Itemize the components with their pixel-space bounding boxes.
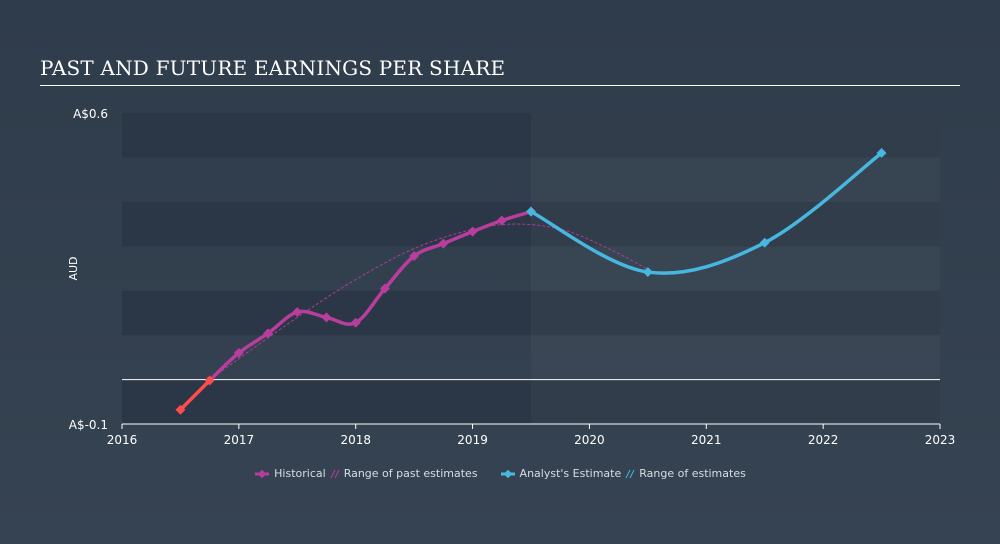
legend-future-range-swatch: [625, 469, 635, 478]
historical-point: [379, 283, 390, 294]
legend-historical[interactable]: Historical Range of past estimates: [254, 467, 478, 480]
historical-point: [438, 238, 449, 249]
plot-band: [122, 290, 940, 336]
legend-past-range-swatch: [330, 469, 340, 478]
historical-point: [350, 317, 361, 328]
y-tick-label: A$-0.1: [69, 418, 108, 432]
legend-historical-swatch: [255, 469, 270, 478]
x-tick-label: 2023: [925, 433, 956, 447]
chart-legend: Historical Range of past estimates Analy…: [0, 467, 1000, 480]
legend-future-range-label: Range of estimates: [639, 467, 746, 480]
y-axis-label: AUD: [67, 256, 80, 280]
x-tick-label: 2020: [574, 433, 605, 447]
plot-band: [122, 379, 940, 424]
historical-point: [292, 307, 303, 317]
historical-point: [233, 347, 244, 358]
legend-analyst[interactable]: Analyst's Estimate Range of estimates: [500, 467, 746, 480]
analyst-estimate-point: [876, 148, 887, 158]
analyst-estimate-line: [530, 151, 883, 275]
title-divider: [40, 85, 960, 86]
historical-point: [409, 251, 420, 262]
x-tick-label: 2021: [691, 433, 722, 447]
historical-point: [496, 215, 507, 226]
x-tick-label: 2016: [107, 433, 138, 447]
x-tick-label: 2019: [457, 433, 488, 447]
historical-point: [467, 226, 478, 237]
legend-analyst-swatch: [500, 469, 515, 478]
legend-analyst-label: Analyst's Estimate: [519, 467, 622, 480]
analyst-estimate-point: [759, 237, 770, 248]
historical-point: [204, 375, 215, 386]
past-estimate-range-line: [209, 223, 649, 380]
plot-band: [122, 113, 940, 158]
historical-point: [321, 312, 332, 323]
chart-title: PAST AND FUTURE EARNINGS PER SHARE: [40, 56, 506, 80]
historical-point: [175, 404, 186, 415]
forecast-region: [531, 113, 940, 424]
x-tick-label: 2018: [340, 433, 371, 447]
analyst-estimate-point: [642, 267, 653, 278]
analyst-estimate-point: [526, 206, 536, 217]
x-tick-label: 2022: [808, 433, 839, 447]
legend-past-range-label: Range of past estimates: [343, 467, 478, 480]
legend-historical-label: Historical: [274, 467, 326, 480]
historical-point: [263, 328, 274, 339]
y-tick-label: A$0.6: [73, 107, 108, 121]
x-tick-label: 2017: [224, 433, 255, 447]
